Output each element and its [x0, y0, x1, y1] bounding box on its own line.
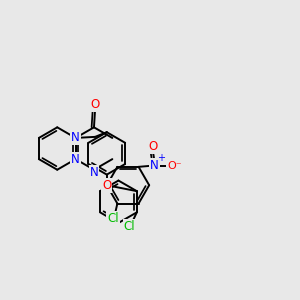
Text: N: N: [150, 159, 159, 172]
Text: O⁻: O⁻: [167, 161, 182, 171]
Text: N: N: [71, 131, 80, 144]
Text: O: O: [102, 179, 111, 192]
Text: N: N: [71, 153, 80, 166]
Text: O: O: [91, 98, 100, 111]
Text: O: O: [148, 140, 158, 154]
Text: Cl: Cl: [124, 220, 135, 232]
Text: N: N: [90, 166, 98, 178]
Text: Cl: Cl: [107, 212, 119, 225]
Text: +: +: [157, 152, 165, 163]
